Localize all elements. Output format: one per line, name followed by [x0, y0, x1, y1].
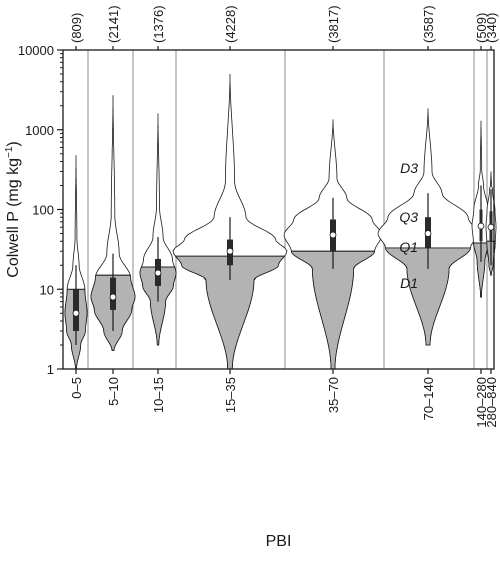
- annotations: D3 Q3 Q1 D1: [399, 160, 418, 291]
- sample-count: (509): [474, 13, 489, 43]
- sample-counts: (809) (2141) (1376) (4228) (3817) (3587) (509)…: [69, 5, 499, 50]
- y-tick-label: 1000: [25, 123, 54, 138]
- x-tick-label: 10–15: [151, 377, 166, 413]
- median-marker: [477, 222, 485, 230]
- y-tick-label: 100: [32, 203, 54, 218]
- x-tick-label: 280–840: [484, 377, 499, 428]
- sample-count: (3587): [421, 5, 436, 43]
- sample-count: (2141): [106, 5, 121, 43]
- violins: [64, 74, 497, 370]
- quantile-annotation: D1: [400, 275, 418, 291]
- y-tick-label: 10000: [18, 43, 54, 58]
- median-marker: [424, 230, 432, 237]
- violin-shaded-lower: [174, 255, 286, 370]
- x-tick-label: 140–280: [474, 377, 489, 428]
- sample-count: (809): [69, 13, 84, 43]
- x-tick-label: 0–5: [69, 377, 84, 399]
- sample-count: (4228): [223, 5, 238, 43]
- x-tick-label: 5–10: [106, 377, 121, 406]
- quantile-annotation: D3: [400, 160, 418, 176]
- median-marker: [154, 269, 162, 277]
- sample-count: (3817): [326, 5, 341, 43]
- median-marker: [109, 293, 117, 301]
- x-tick-label: 15–35: [223, 377, 238, 413]
- x-tick-label: 35–70: [326, 377, 341, 413]
- violin-shaded-lower: [472, 242, 490, 298]
- x-tick-label: 70–140: [421, 377, 436, 420]
- median-marker: [72, 309, 80, 317]
- y-axis: 1 10 100 1000 10000: [18, 43, 63, 377]
- quantile-annotation: Q1: [399, 239, 418, 255]
- y-tick-label: 1: [47, 362, 54, 377]
- median-marker: [329, 231, 337, 239]
- quantile-annotation: Q3: [399, 209, 418, 225]
- median-marker: [487, 223, 495, 231]
- y-axis-title: Colwell P (mg kg−1): [4, 141, 22, 277]
- y-tick-label: 10: [40, 282, 54, 297]
- sample-count: (340): [484, 13, 499, 43]
- x-axis-title: PBI: [266, 533, 292, 550]
- sample-count: (1376): [151, 5, 166, 43]
- median-marker: [226, 247, 234, 255]
- box-plots: [72, 185, 495, 345]
- x-axis: 0–5 5–10 10–15 15–35 35–70 70–140 140–280280–8…: [69, 369, 499, 428]
